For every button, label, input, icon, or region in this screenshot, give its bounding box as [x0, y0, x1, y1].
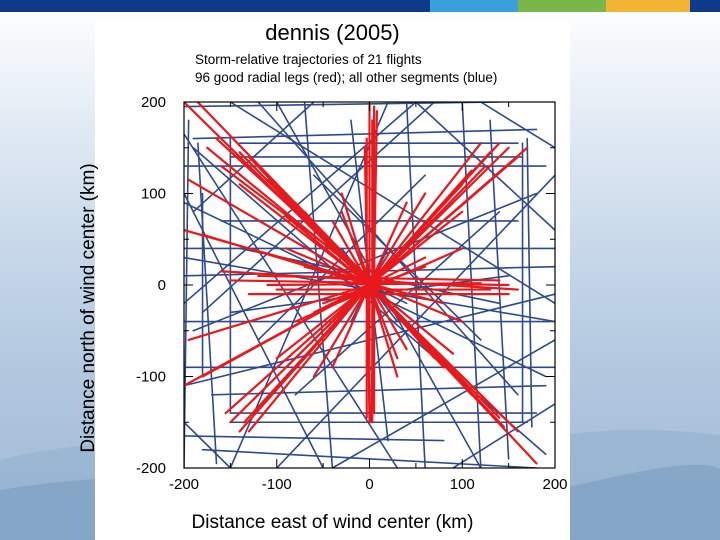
y-tick-label: -200: [136, 460, 166, 477]
other-segment: [331, 339, 555, 468]
x-tick-label: -100: [262, 476, 292, 493]
chart-subtitle-line-2: 96 good radial legs (red); all other seg…: [195, 70, 498, 85]
x-tick-label: 0: [365, 476, 373, 493]
y-tick-label: 200: [141, 94, 166, 111]
radial-leg-segment: [368, 142, 482, 287]
y-tick-label: 100: [141, 186, 166, 203]
y-tick-label: -100: [136, 369, 166, 386]
other-segment: [479, 102, 555, 149]
radial-leg-segment: [284, 247, 464, 323]
radial-leg-segment: [368, 146, 529, 287]
top-bar-segment: [606, 0, 690, 12]
other-segment: [526, 137, 533, 428]
other-segment: [184, 435, 445, 442]
top-bar-segment: [518, 0, 606, 12]
top-bar-segment: [0, 0, 430, 12]
top-color-bar: [0, 0, 720, 12]
other-segment: [184, 421, 232, 468]
trajectory-plot: -200 -100 0 100 200 200 100 0 -100 -200: [136, 94, 568, 493]
radial-leg-segment: [294, 247, 464, 323]
radial-leg-segment: [275, 192, 371, 287]
figure-panel: dennis (2005) Storm-relative trajectorie…: [78, 20, 570, 540]
other-segment: [184, 192, 324, 468]
other-segment: [201, 102, 436, 314]
radial-leg-segment: [370, 110, 379, 424]
other-segment: [192, 128, 538, 140]
other-segment: [275, 174, 555, 468]
radial-leg-segment: [201, 283, 371, 378]
top-bar-segment: [430, 0, 518, 12]
radial-leg-segment: [261, 283, 371, 406]
radial-leg-segment: [340, 192, 399, 378]
x-tick-label: -200: [169, 476, 199, 493]
radial-leg-segment: [219, 270, 519, 291]
other-segment: [197, 142, 218, 465]
radial-leg-segment: [187, 178, 371, 287]
x-axis-label: Distance east of wind center (km): [191, 512, 474, 533]
other-segment: [452, 403, 555, 468]
chart-title: dennis (2005): [265, 20, 400, 45]
radial-leg-segment: [224, 283, 371, 415]
chart-subtitle-line-1: Storm-relative trajectories of 21 flight…: [195, 52, 422, 67]
data-layer: [184, 102, 555, 468]
x-tick-label: 200: [542, 476, 567, 493]
radial-leg-segment: [368, 283, 519, 433]
y-tick-label: 0: [158, 277, 166, 294]
other-segment: [229, 102, 555, 305]
other-segment: [192, 192, 538, 332]
other-segment: [294, 211, 501, 396]
top-bar-segment: [690, 0, 720, 12]
other-segment: [211, 384, 547, 396]
other-segment: [184, 119, 190, 468]
other-segment: [184, 133, 399, 468]
radial-leg-segment: [247, 283, 371, 433]
x-tick-label: 100: [450, 476, 475, 493]
